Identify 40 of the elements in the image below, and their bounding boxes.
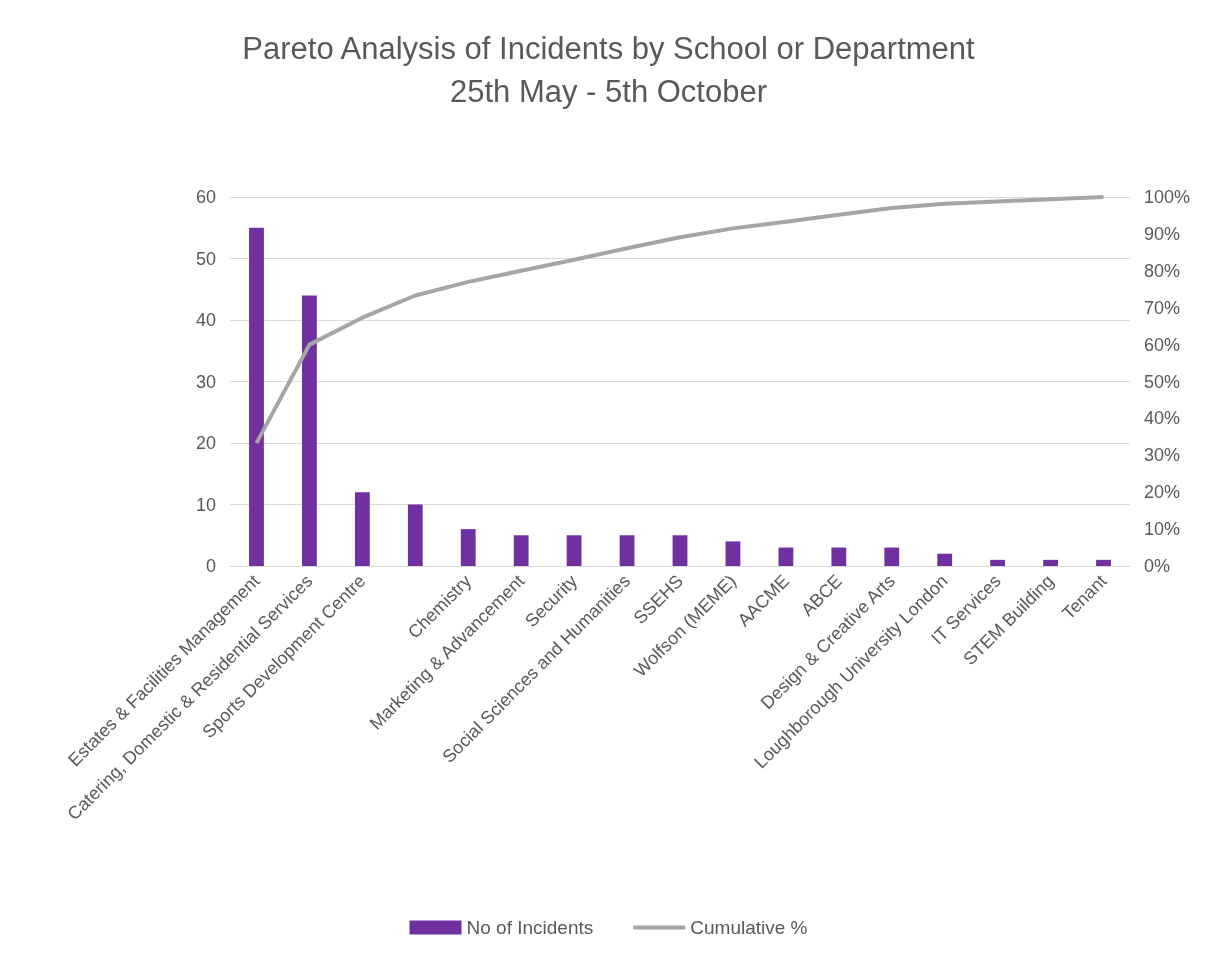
bar <box>249 227 264 566</box>
y-tick-label: 40 <box>195 310 216 330</box>
bar <box>937 553 953 566</box>
y2-tick-label: 90% <box>1144 223 1181 244</box>
bar <box>990 559 1006 566</box>
bar <box>778 547 794 566</box>
legend-label: Cumulative % <box>690 917 808 938</box>
y-tick-label: 0 <box>205 556 216 576</box>
y2-tick-label: 30% <box>1144 445 1181 466</box>
y2-tick-label: 50% <box>1144 371 1181 392</box>
bar <box>1096 559 1111 566</box>
y-tick-label: 10 <box>195 494 216 515</box>
y2-tick-label: 10% <box>1144 519 1181 540</box>
bar <box>460 529 476 566</box>
y2-tick-label: 70% <box>1144 297 1181 318</box>
bar <box>619 535 635 566</box>
chart-title: Pareto Analysis of Incidents by School or Department <box>242 31 976 66</box>
y2-tick-label: 0% <box>1144 556 1171 576</box>
chart-subtitle: 25th May - 5th October <box>449 74 768 109</box>
bar <box>354 492 370 566</box>
y-tick-label: 60 <box>195 187 216 207</box>
bar <box>513 535 529 566</box>
y2-tick-label: 60% <box>1144 334 1181 355</box>
bar <box>407 504 423 566</box>
bar <box>725 541 741 566</box>
y2-tick-label: 80% <box>1144 260 1181 281</box>
y-tick-label: 20 <box>195 433 216 453</box>
bar <box>566 535 582 566</box>
y2-tick-label: 100% <box>1144 187 1191 207</box>
y-tick-label: 50 <box>195 248 216 269</box>
line-series <box>254 195 1106 446</box>
legend-label: No of Incidents <box>466 917 594 938</box>
bar <box>884 547 900 566</box>
y-tick-label: 30 <box>195 371 216 392</box>
bar <box>302 295 317 566</box>
bar <box>1043 559 1058 566</box>
y2-tick-label: 40% <box>1144 408 1181 429</box>
bar <box>831 547 847 566</box>
bar <box>672 535 688 566</box>
y2-tick-label: 20% <box>1144 482 1181 503</box>
